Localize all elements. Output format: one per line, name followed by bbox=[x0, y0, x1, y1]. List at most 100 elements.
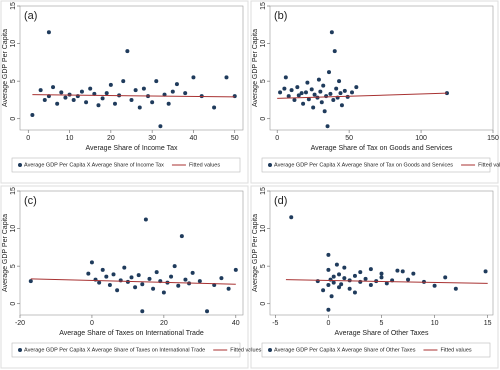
x-tick-label: 0 bbox=[326, 320, 330, 327]
point bbox=[342, 265, 347, 270]
panel-label: (b) bbox=[274, 10, 287, 22]
point bbox=[296, 93, 301, 98]
point bbox=[432, 283, 437, 288]
point bbox=[332, 49, 337, 54]
point bbox=[326, 282, 331, 287]
y-tick-label: 5 bbox=[260, 79, 267, 83]
point bbox=[108, 82, 113, 87]
point bbox=[329, 294, 334, 299]
fitted-line bbox=[277, 92, 447, 99]
point bbox=[303, 90, 308, 95]
y-tick-label: 0 bbox=[10, 302, 17, 306]
y-tick-label: 15 bbox=[260, 2, 267, 10]
point bbox=[172, 264, 177, 269]
x-tick-label: 40 bbox=[190, 135, 198, 142]
y-tick-label: 5 bbox=[10, 264, 17, 268]
point bbox=[169, 274, 174, 279]
fitted-line bbox=[30, 278, 236, 285]
legend-label: Average GDP Per Capita X Average Share o… bbox=[24, 162, 164, 168]
point bbox=[122, 265, 127, 270]
x-tick-label: 0 bbox=[90, 320, 94, 327]
y-tick-label: 10 bbox=[260, 40, 267, 48]
x-tick-label: 30 bbox=[148, 135, 156, 142]
point bbox=[337, 285, 342, 290]
point bbox=[453, 286, 458, 291]
point bbox=[337, 272, 342, 277]
point bbox=[328, 91, 333, 96]
point bbox=[328, 277, 333, 282]
point bbox=[46, 30, 51, 35]
point bbox=[30, 112, 35, 117]
point bbox=[354, 85, 359, 90]
point bbox=[326, 252, 331, 257]
panel-frame bbox=[0, 185, 249, 369]
point bbox=[324, 94, 329, 99]
panel-frame bbox=[0, 0, 249, 184]
legend-label: Fitted values bbox=[478, 162, 500, 168]
point bbox=[88, 86, 93, 91]
point bbox=[321, 288, 326, 293]
x-tick-label: 5 bbox=[380, 320, 384, 327]
x-tick-label: 10 bbox=[431, 320, 439, 327]
point bbox=[51, 85, 56, 90]
point bbox=[368, 267, 373, 272]
point bbox=[63, 95, 68, 100]
y-tick-label: 10 bbox=[10, 40, 17, 48]
point bbox=[358, 279, 363, 284]
y-tick-label: 0 bbox=[10, 117, 17, 121]
point bbox=[151, 286, 156, 291]
point bbox=[338, 91, 343, 96]
point bbox=[140, 282, 145, 287]
plot-area bbox=[19, 5, 244, 131]
point bbox=[395, 268, 400, 273]
y-tick-label: 5 bbox=[260, 264, 267, 268]
legend-box bbox=[261, 157, 491, 173]
point bbox=[309, 87, 314, 92]
point bbox=[305, 80, 310, 85]
legend-marker bbox=[18, 163, 22, 167]
y-tick-label: 10 bbox=[260, 225, 267, 233]
x-axis-label: Average Share of Income Tax bbox=[86, 145, 178, 152]
point bbox=[205, 309, 210, 314]
y-axis-label: Average GDP Per Capita bbox=[252, 29, 259, 107]
point bbox=[443, 275, 448, 280]
point bbox=[319, 100, 324, 105]
point bbox=[321, 83, 326, 88]
y-tick-label: 0 bbox=[260, 117, 267, 121]
legend-box bbox=[11, 157, 241, 173]
point bbox=[179, 234, 184, 239]
point bbox=[295, 85, 300, 90]
point bbox=[339, 103, 344, 108]
point bbox=[129, 97, 134, 102]
point bbox=[301, 101, 306, 106]
point bbox=[311, 105, 316, 110]
y-axis-label: Average GDP Per Capita bbox=[252, 214, 259, 292]
point bbox=[133, 88, 138, 93]
point bbox=[286, 94, 291, 99]
point bbox=[352, 273, 357, 278]
legend-marker bbox=[268, 348, 272, 352]
point bbox=[322, 109, 327, 114]
point bbox=[331, 274, 336, 279]
point bbox=[345, 94, 350, 99]
point bbox=[358, 270, 363, 275]
legend-marker bbox=[268, 163, 272, 167]
point bbox=[111, 272, 116, 277]
point bbox=[339, 282, 344, 287]
point bbox=[411, 271, 416, 276]
y-axis-label: Average GDP Per Capita bbox=[2, 29, 9, 107]
point bbox=[347, 286, 352, 291]
point bbox=[226, 286, 231, 291]
x-tick-label: 40 bbox=[232, 320, 240, 327]
fitted-line bbox=[285, 279, 488, 284]
panel-frame bbox=[250, 0, 499, 184]
panel-label: (c) bbox=[24, 195, 37, 207]
y-tick-label: 15 bbox=[260, 187, 267, 195]
point bbox=[112, 101, 117, 106]
y-tick-label: 15 bbox=[10, 2, 17, 10]
y-tick-label: 0 bbox=[260, 302, 267, 306]
point bbox=[125, 49, 130, 54]
legend-label: Fitted values bbox=[230, 347, 261, 353]
legend-label: Average GDP Per Capita X Average Share o… bbox=[274, 162, 453, 168]
point bbox=[97, 280, 102, 285]
